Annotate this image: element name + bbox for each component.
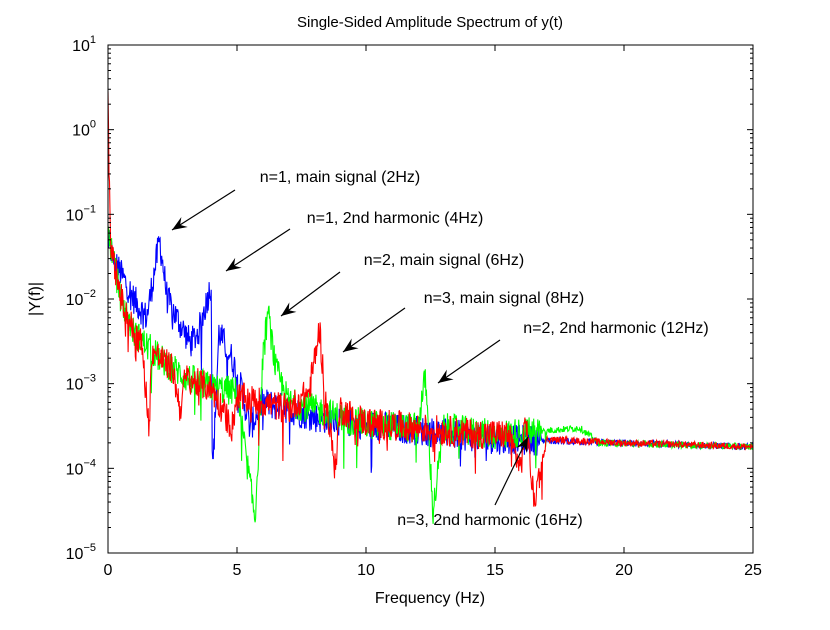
y-axis-label: |Y(f)| xyxy=(27,282,44,316)
arrowhead-icon xyxy=(172,217,188,230)
y-tick-label: 10−2 xyxy=(66,288,96,309)
arrowhead-icon xyxy=(226,257,242,271)
y-tick-label: 100 xyxy=(72,119,96,140)
annotations: n=1, main signal (2Hz) n=1, 2nd harmonic … xyxy=(171,169,709,529)
arrowhead-icon xyxy=(438,369,454,383)
arrowhead-icon xyxy=(516,437,528,453)
annotation-arrow-shaft xyxy=(342,307,406,353)
chart-title: Single-Sided Amplitude Spectrum of y(t) xyxy=(297,14,563,31)
series-line-n-3 xyxy=(108,91,753,508)
y-tick-label: 10−3 xyxy=(66,373,96,394)
annotation-label: n=1, 2nd harmonic (4Hz) xyxy=(307,210,484,227)
x-tick-label: 5 xyxy=(233,562,242,579)
annotation-arrow-shaft xyxy=(494,436,529,506)
y-tick-label: 10−4 xyxy=(66,457,96,478)
arrowhead-icon xyxy=(281,302,297,316)
y-tick-label: 101 xyxy=(72,34,96,55)
annotation-arrow-shaft xyxy=(171,189,236,231)
axes: 0 5 10 15 20 25 101 100 10−1 10−2 10−3 10−4 10−5 xyxy=(66,34,762,579)
annotation-label: n=3, 2nd harmonic (16Hz) xyxy=(397,512,582,529)
annotation-label: n=1, main signal (2Hz) xyxy=(260,169,421,186)
x-tick-label: 20 xyxy=(615,562,633,579)
arrowhead-icon xyxy=(343,338,359,352)
annotation-arrow-shaft xyxy=(225,228,291,272)
x-axis-label: Frequency (Hz) xyxy=(375,590,485,607)
annotation-label: n=3, main signal (8Hz) xyxy=(424,290,585,307)
y-tick-label: 10−1 xyxy=(66,203,96,224)
x-tick-label: 10 xyxy=(357,562,375,579)
annotation-label: n=2, main signal (6Hz) xyxy=(364,252,525,269)
y-tick-label: 10−5 xyxy=(66,542,96,563)
annotation-arrow-shaft xyxy=(437,339,501,384)
annotation-arrow-shaft xyxy=(280,271,341,317)
x-tick-label: 15 xyxy=(486,562,504,579)
annotation-label: n=2, 2nd harmonic (12Hz) xyxy=(523,320,708,337)
series-layer xyxy=(108,91,753,524)
x-tick-label: 25 xyxy=(744,562,762,579)
x-tick-label: 0 xyxy=(104,562,113,579)
